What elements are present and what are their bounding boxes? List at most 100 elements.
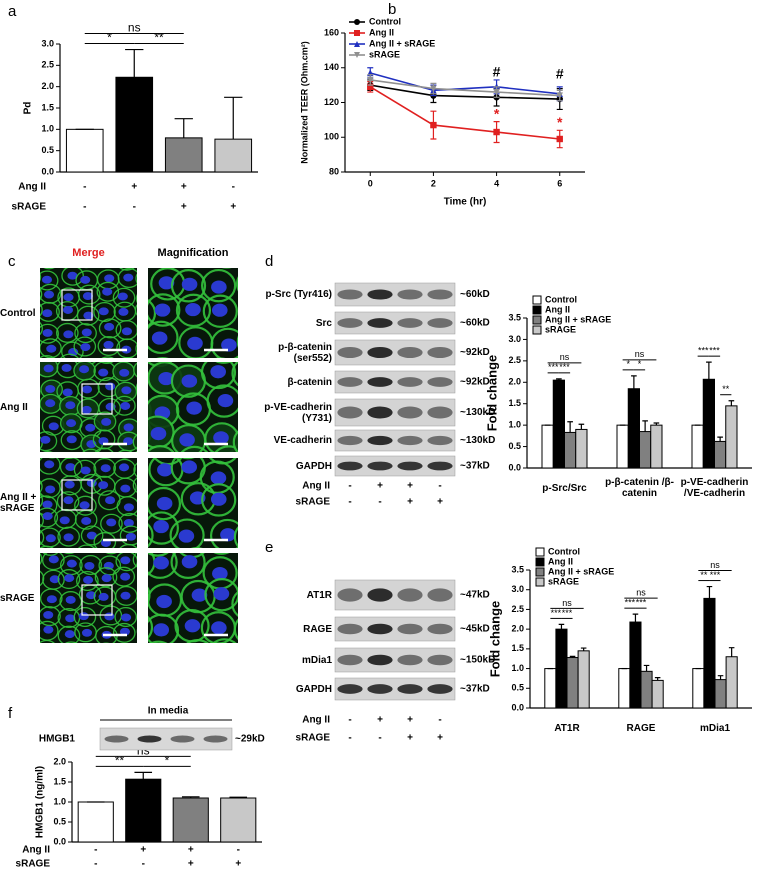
legend-marker: [354, 52, 360, 58]
cell-membrane: [61, 341, 84, 358]
blot-label-box: GAPDH: [295, 683, 332, 695]
cell-membrane: [202, 294, 238, 328]
blot-strip: [334, 311, 456, 335]
x-tick-label: 2: [431, 178, 436, 188]
cell-nucleus: [121, 386, 132, 395]
cell-membrane: [117, 268, 137, 289]
cell-membrane: [79, 644, 100, 663]
cell-membrane: [20, 250, 41, 269]
cell-membrane: [40, 479, 43, 494]
cell-nucleus: [42, 309, 53, 318]
blot-label-box: AT1R: [307, 590, 332, 601]
error-bar: [706, 361, 712, 380]
y-tick-label: 0.5: [508, 441, 521, 451]
cell-nucleus: [98, 307, 109, 316]
cell-nucleus: [83, 576, 94, 584]
cell-nucleus: [42, 512, 53, 521]
error-bar: [653, 422, 660, 426]
cell-nucleus: [243, 530, 259, 543]
annotation: *: [494, 105, 500, 121]
marker: [430, 121, 437, 129]
cell-nucleus: [106, 518, 117, 527]
cell-nucleus: [62, 306, 74, 314]
cell-membrane: [209, 518, 238, 548]
cell-nucleus: [153, 623, 170, 637]
error-bar: [631, 375, 637, 389]
cell-nucleus: [63, 330, 74, 339]
cell-membrane: [64, 641, 78, 643]
legend-swatch: [535, 577, 545, 587]
y-axis-label: Fold change: [487, 601, 502, 678]
cell-membrane: [233, 618, 238, 641]
blot-band: [397, 588, 423, 602]
blot-label: GAPDH: [295, 683, 332, 695]
y-tick-label: 0.5: [511, 683, 524, 693]
cell-membrane: [20, 643, 41, 662]
bar: [629, 621, 642, 709]
cell-nucleus: [85, 650, 95, 658]
error-bar: [134, 771, 153, 780]
cell-membrane: [92, 429, 116, 450]
cell-nucleus: [181, 555, 198, 569]
x-tick-label: AT1R: [554, 722, 580, 734]
cell-nucleus: [98, 368, 109, 377]
cell-nucleus: [100, 464, 111, 473]
cell-nucleus: [61, 255, 71, 263]
cell-nucleus: [210, 365, 226, 379]
bar: [725, 656, 738, 709]
blot-band: [337, 588, 363, 602]
cell-nucleus: [138, 437, 148, 445]
blot-band: [367, 318, 393, 328]
cell-membrane: [61, 268, 84, 286]
roi-box: [81, 383, 113, 415]
cell-membrane: [118, 449, 133, 452]
cell-membrane: [236, 276, 238, 292]
cell-nucleus: [49, 575, 60, 584]
legend-swatch: [535, 547, 545, 557]
cell-membrane: [123, 356, 134, 358]
x-tick-label-box: RAGE: [627, 723, 656, 734]
row-label: Control: [0, 307, 36, 319]
cell-nucleus: [48, 422, 59, 431]
cell-membrane: [232, 430, 238, 452]
cell-nucleus: [210, 492, 227, 506]
y-tick-label: 1.5: [508, 398, 521, 408]
cell-nucleus: [65, 463, 76, 472]
y-tick-label: 1.0: [53, 796, 66, 806]
error-bar: [654, 677, 661, 681]
marker: [367, 76, 374, 84]
cell-nucleus: [66, 435, 77, 444]
condition-label: sRAGE: [16, 859, 51, 870]
condition-sign: +: [188, 859, 194, 870]
cell-membrane: [77, 284, 101, 305]
blot-band: [367, 347, 393, 358]
cell-membrane: [210, 327, 238, 358]
legend-marker-shape: [354, 19, 360, 25]
y-tick-label: 1.5: [511, 643, 524, 653]
blot-band: [367, 684, 393, 694]
cell-nucleus: [123, 503, 134, 512]
cell-membrane: [40, 493, 44, 508]
cell-membrane: [133, 362, 137, 378]
blot-size: ~150kD: [460, 655, 495, 666]
significance-label: ns: [636, 588, 646, 598]
bar: [65, 128, 104, 173]
bar: [552, 379, 565, 469]
condition-sign: +: [188, 845, 194, 856]
blot-band: [427, 461, 453, 471]
significance-label: ***: [698, 346, 709, 356]
panel-label: b: [388, 1, 396, 18]
condition-sign: +: [181, 202, 187, 213]
cell-nucleus: [151, 331, 168, 345]
cell-membrane: [73, 459, 97, 480]
cell-nucleus: [181, 460, 198, 474]
blot-strip: [334, 677, 456, 701]
cell-membrane: [79, 555, 102, 576]
cell-membrane: [40, 529, 45, 546]
bar: [692, 668, 705, 709]
bar: [616, 424, 629, 469]
blot-band: [397, 406, 423, 419]
cell-nucleus: [81, 328, 92, 337]
cell-nucleus: [184, 619, 201, 633]
blot-band: [337, 435, 363, 446]
